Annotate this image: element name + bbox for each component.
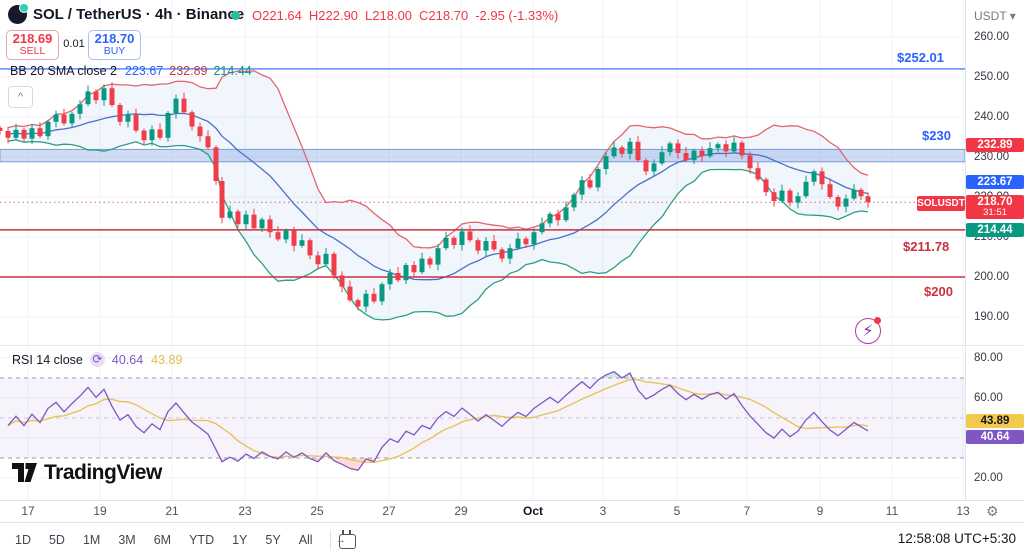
range-button-ytd[interactable]: YTD [189,533,215,547]
rsi-ma-value: 43.89 [151,352,183,367]
bb-basis-badge: 223.67 [966,175,1024,189]
bollinger-legend-name: BB 20 SMA close 2 [10,64,118,78]
date-tick: 27 [382,504,396,518]
chart-canvas[interactable] [0,0,965,500]
date-tick: 7 [743,504,751,518]
range-button-1m[interactable]: 1M [82,533,101,547]
range-button-all[interactable]: All [298,533,313,547]
market-status-icon [231,11,240,20]
rsi-legend-name: RSI 14 close [12,352,83,367]
spread-value: 0.01 [63,38,85,50]
sell-button[interactable]: 218.69 SELL [6,30,59,60]
rsi-ma-badge: 43.89 [966,414,1024,428]
price-tick: 190.00 [974,311,1010,323]
date-tick: 17 [21,504,35,518]
toolbar-divider [329,530,331,550]
buy-price: 218.70 [94,31,135,47]
range-button-1d[interactable]: 1D [15,533,31,547]
date-tick: 21 [165,504,179,518]
level-label-211[interactable]: $211.78 [903,239,950,254]
range-switcher: 1D 5D 1M 3M 6M YTD 1Y 5Y All [6,522,356,558]
level-label-230[interactable]: $230 [922,128,951,143]
level-label-200[interactable]: $200 [924,284,953,299]
currency-dropdown[interactable]: USDT ▾ [974,9,1016,23]
range-button-5y[interactable]: 5Y [265,533,281,547]
buy-button[interactable]: 218.70 BUY [88,30,141,60]
clock[interactable]: 12:58:08 UTC+5:30 [897,531,1016,546]
date-tick: 19 [93,504,107,518]
last-price-badge: 218.70 31:51 [966,195,1024,219]
range-button-5d[interactable]: 5D [48,533,65,547]
price-tick: 240.00 [974,111,1010,123]
ohlc-readout: O221.64 H222.90 L218.00 C218.70 -2.95 (-1.33… [252,8,558,23]
date-tick: Oct [522,504,543,518]
rsi-tick: 20.00 [974,472,1003,484]
bb-upper-value: 232.89 [169,64,208,78]
rsi-legend[interactable]: RSI 14 close ⟳ 40.64 43.89 [12,352,182,367]
tradingview-logo-icon [12,463,37,482]
sell-label: SELL [19,45,46,58]
time-axis[interactable] [0,500,1024,522]
bottom-toolbar [0,522,1024,558]
bb-lower-badge: 214.44 [966,223,1024,237]
ohlc-low: L218.00 [365,8,413,23]
level-label-252[interactable]: $252.01 [897,50,944,65]
bb-upper-badge: 232.89 [966,138,1024,152]
range-button-6m[interactable]: 6M [153,533,172,547]
go-to-date-icon[interactable] [336,530,356,549]
date-tick: 5 [673,504,681,518]
price-tick: 250.00 [974,71,1010,83]
chevron-up-icon: ^ [17,91,24,103]
refresh-icon: ⟳ [89,352,105,367]
chevron-down-icon: ▾ [1009,9,1016,23]
buy-label: BUY [103,45,126,58]
ohlc-open: O221.64 [252,8,302,23]
price-tick: 230.00 [974,151,1010,163]
flash-events-button[interactable]: ⚡ [855,317,881,344]
date-tick: 3 [599,504,607,518]
gear-icon[interactable]: ⚙ [986,503,999,519]
range-button-3m[interactable]: 3M [118,533,136,547]
solana-logo-icon [8,3,29,24]
pane-separator[interactable] [0,345,1024,346]
range-button-1y[interactable]: 1Y [232,533,248,547]
collapse-pane-button[interactable]: ^ [8,86,33,108]
ohlc-high: H222.90 [308,8,359,23]
bollinger-legend[interactable]: BB 20 SMA close 2 223.67 232.89 214.44 [10,64,252,78]
date-tick: 13 [956,504,970,518]
date-tick: 23 [238,504,252,518]
ohlc-close: C218.70 [419,8,469,23]
symbol-price-tag: SOLUSDT [917,196,965,211]
rsi-tick: 80.00 [974,352,1003,364]
date-tick: 25 [310,504,324,518]
rsi-badge: 40.64 [966,430,1024,444]
price-change: -2.95 (-1.33%) [475,8,559,23]
tradingview-logo-text: TradingView [44,461,162,484]
date-tick: 9 [816,504,824,518]
tradingview-logo[interactable]: TradingView [12,461,162,485]
rsi-value: 40.64 [111,352,144,367]
lightning-icon: ⚡ [862,323,874,340]
rsi-tick: 60.00 [974,392,1003,404]
countdown-timer: 31:51 [983,207,1007,218]
date-tick: 11 [885,504,899,518]
bb-lower-value: 214.44 [213,64,252,78]
bb-basis-value: 223.67 [125,64,164,78]
symbol-title[interactable]: SOL / TetherUS · 4h · Binance [33,6,245,23]
price-tick: 200.00 [974,271,1010,283]
sell-price: 218.69 [12,31,53,47]
price-tick: 260.00 [974,31,1010,43]
date-tick: 29 [454,504,468,518]
